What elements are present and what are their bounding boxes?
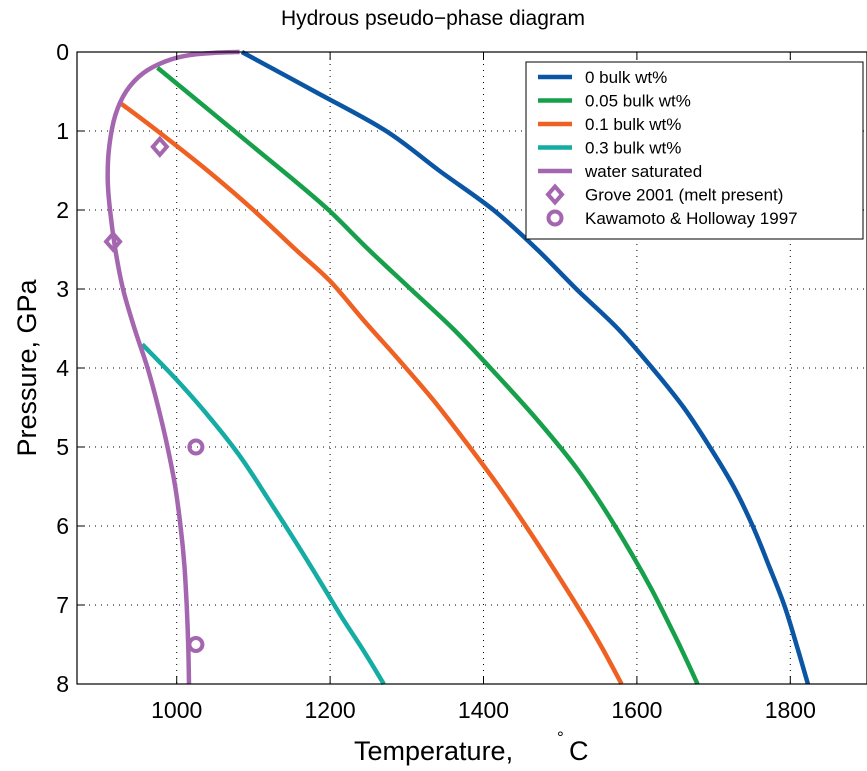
y-tick-label: 5 (56, 434, 69, 460)
y-tick-label: 8 (56, 671, 69, 697)
x-tick-label: 1400 (458, 697, 509, 723)
legend-label: 0.05 bulk wt% (585, 92, 691, 111)
legend-label: Kawamoto & Holloway 1997 (585, 209, 798, 228)
legend-label: 0.1 bulk wt% (585, 115, 681, 134)
y-tick-label: 6 (56, 513, 69, 539)
marker-circle-1 (187, 636, 205, 653)
x-tick-label: 1000 (151, 697, 202, 723)
legend: 0 bulk wt% 0.05 bulk wt% 0.1 bulk wt% 0.3 b… (525, 61, 864, 240)
y-tick-label: 3 (56, 276, 69, 302)
series-line-3 (140, 342, 386, 686)
series-layer (105, 49, 811, 686)
chart-title: Hydrous pseudo−phase diagram (281, 7, 585, 30)
x-tick-label: 1600 (611, 697, 662, 723)
y-tick-label: 0 (56, 39, 69, 65)
series-line-4 (105, 49, 240, 685)
marker-layer (103, 135, 205, 653)
y-tick-label: 2 (56, 197, 69, 223)
legend-box (525, 61, 864, 240)
marker-circle-1 (187, 438, 205, 456)
legend-label: 0.3 bulk wt% (585, 139, 681, 158)
series-line-1 (156, 66, 700, 685)
legend-swatch (546, 209, 564, 227)
marker-diamond-0 (150, 135, 170, 158)
x-tick-label: 1200 (305, 697, 356, 723)
y-tick-label: 4 (56, 355, 69, 381)
y-axis-label: Pressure, GPa (12, 278, 42, 456)
y-tick-label: 1 (56, 118, 69, 144)
series-line-0 (240, 50, 811, 685)
legend-label: 0 bulk wt% (585, 68, 667, 87)
ticks: 1000 1200 1400 1600 1800 0 1 2 3 4 5 6 7 8 (56, 39, 816, 723)
legend-label: Grove 2001 (melt present) (585, 186, 783, 205)
series-line-2 (119, 101, 624, 686)
x-tick-label: 1800 (765, 697, 816, 723)
y-tick-label: 7 (56, 592, 69, 618)
x-axis-label-unit: C (569, 736, 589, 766)
legend-label: water saturated (584, 162, 702, 181)
legend-swatch (545, 183, 565, 206)
x-axis-label: Temperature, (354, 736, 513, 766)
x-axis-label-degree: ° (557, 728, 564, 747)
marker-diamond-0 (103, 230, 123, 253)
